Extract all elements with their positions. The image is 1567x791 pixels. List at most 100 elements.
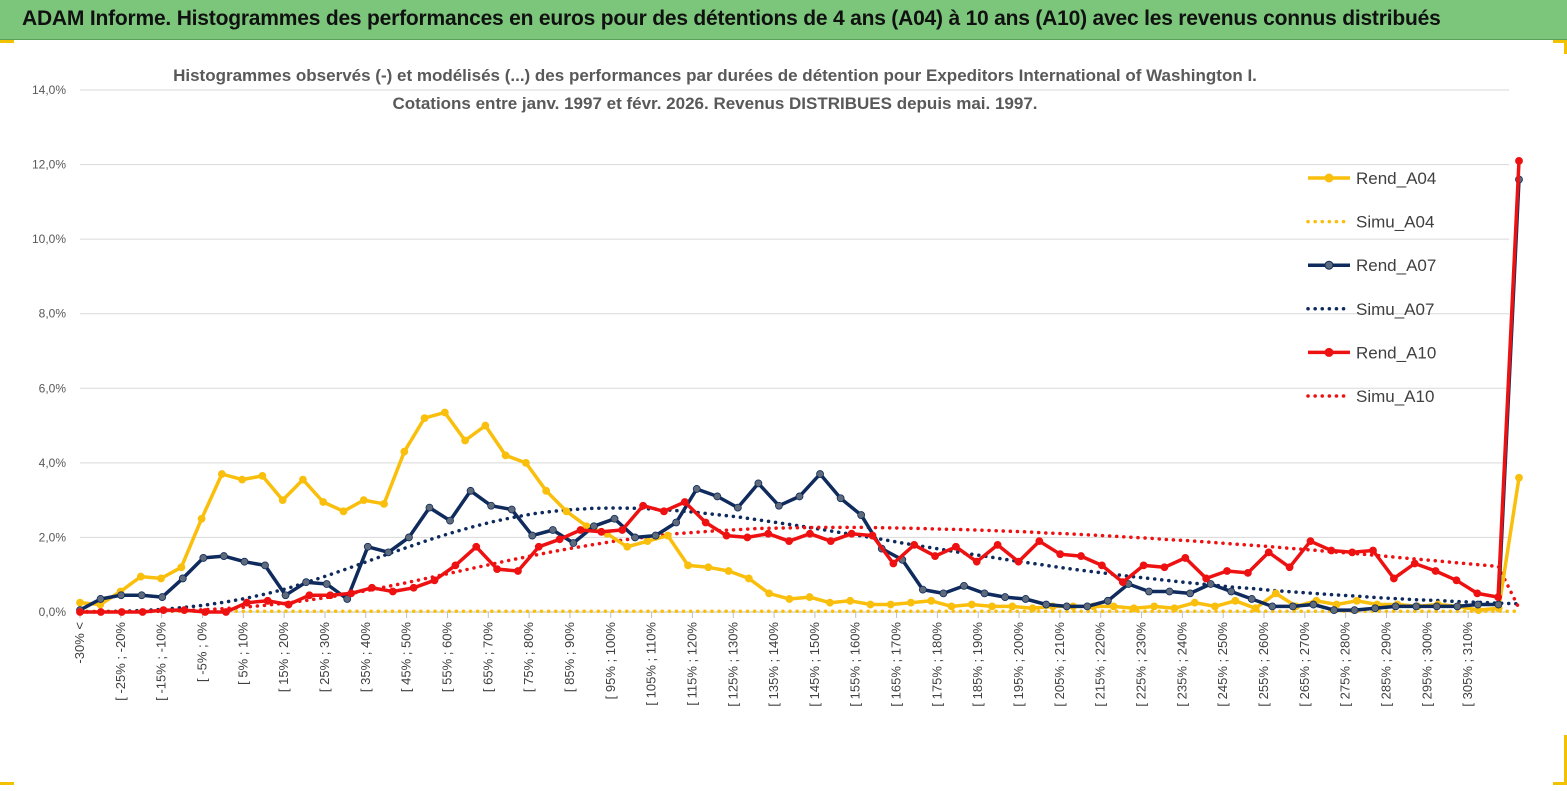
data-point-rend-a04	[359, 496, 368, 505]
data-point-rend-a10	[701, 518, 710, 527]
x-tick-label: [ 105% ; 110%	[644, 622, 659, 706]
data-point-rend-a10	[1515, 156, 1523, 165]
data-point-rend-a07	[137, 591, 146, 600]
data-point-rend-a10	[952, 542, 960, 551]
data-point-rend-a04	[521, 458, 530, 467]
data-point-rend-a10	[284, 600, 293, 609]
data-point-rend-a04	[258, 472, 267, 480]
data-point-rend-a07	[96, 595, 105, 603]
data-point-rend-a04	[744, 574, 753, 583]
legend-label-simu-a10: Simu_A10	[1356, 387, 1434, 406]
data-point-rend-a04	[197, 514, 206, 523]
legend-marker-rend-a10	[1324, 347, 1334, 357]
data-point-rend-a07	[281, 591, 290, 600]
data-point-rend-a04	[238, 475, 247, 484]
data-point-rend-a10	[430, 576, 439, 585]
data-point-rend-a07	[1083, 602, 1092, 611]
frame-corner-right	[1564, 40, 1567, 54]
series-line-rend-a10	[80, 160, 1521, 614]
x-tick-label: [ 145% ; 150%	[807, 622, 822, 707]
data-point-rend-a10	[96, 608, 105, 616]
data-point-rend-a10	[743, 533, 752, 542]
data-point-rend-a04	[319, 498, 328, 506]
data-point-rend-a07	[1145, 587, 1153, 596]
data-point-rend-a04	[217, 470, 226, 478]
data-point-rend-a07	[405, 533, 413, 542]
x-tick-label: [ 225% ; 230%	[1134, 622, 1149, 707]
data-point-rend-a04	[1130, 604, 1138, 613]
chart-subtitle: Cotations entre janv. 1997 et févr. 2026…	[393, 94, 1038, 113]
data-point-rend-a04	[481, 421, 490, 430]
y-tick-label: 4,0%	[39, 456, 67, 470]
data-point-rend-a07	[487, 501, 496, 510]
data-point-rend-a07	[1268, 602, 1277, 611]
data-point-rend-a10	[242, 598, 251, 607]
x-tick-label: [ 255% ; 260%	[1256, 622, 1271, 707]
data-point-rend-a10	[1306, 537, 1315, 546]
data-point-rend-a07	[1247, 595, 1256, 603]
data-point-rend-a04	[988, 602, 996, 611]
x-tick-label: [ 115% ; 120%	[684, 622, 699, 706]
frame-corner-bottom-left	[0, 782, 14, 785]
data-point-rend-a07	[816, 470, 824, 478]
frame-corner-bottom-right	[1553, 782, 1567, 785]
data-point-rend-a07	[363, 542, 372, 551]
data-point-rend-a07	[1453, 602, 1462, 611]
data-point-rend-a10	[138, 608, 147, 616]
x-tick-label: [ 185% ; 190%	[970, 622, 985, 707]
legend-marker-rend-a07	[1324, 260, 1334, 270]
data-point-rend-a10	[868, 531, 877, 540]
x-tick-label: [ 285% ; 290%	[1379, 622, 1394, 707]
data-point-rend-a07	[466, 486, 475, 495]
legend-label-rend-a10: Rend_A10	[1356, 343, 1436, 362]
data-point-rend-a07	[631, 533, 639, 542]
data-point-rend-a10	[305, 591, 314, 600]
data-point-rend-a10	[368, 583, 376, 592]
data-point-rend-a04	[420, 414, 429, 423]
data-point-rend-a07	[692, 485, 701, 493]
data-point-rend-a04	[1008, 602, 1017, 611]
data-point-rend-a10	[159, 606, 168, 615]
data-point-rend-a07	[939, 589, 948, 598]
data-point-rend-a07	[569, 539, 578, 547]
data-point-rend-a07	[446, 516, 454, 525]
data-point-rend-a04	[765, 589, 773, 598]
data-point-rend-a04	[542, 486, 551, 495]
data-point-rend-a04	[1150, 602, 1159, 611]
data-point-rend-a04	[866, 600, 875, 609]
data-point-rend-a04	[663, 531, 672, 540]
report-title: ADAM Informe. Histogrammes des performan…	[22, 7, 1441, 30]
x-tick-label: [ 175% ; 180%	[929, 622, 944, 707]
y-tick-label: 6,0%	[39, 381, 67, 395]
data-point-rend-a10	[493, 565, 502, 574]
data-point-rend-a07	[178, 574, 187, 583]
data-point-rend-a04	[927, 596, 936, 605]
data-point-rend-a10	[1473, 589, 1482, 598]
x-tick-label: [ 205% ; 210%	[1052, 622, 1067, 707]
data-point-rend-a07	[240, 557, 249, 566]
x-tick-label: [ 195% ; 200%	[1011, 622, 1026, 707]
data-point-rend-a10	[660, 507, 668, 516]
data-point-rend-a10	[1369, 546, 1377, 555]
legend-label-simu-a04: Simu_A04	[1356, 213, 1434, 232]
data-point-rend-a07	[1350, 606, 1359, 615]
data-point-rend-a04	[380, 499, 388, 508]
x-tick-label: [ 155% ; 160%	[848, 622, 863, 707]
data-point-rend-a07	[713, 492, 722, 501]
data-point-rend-a07	[1309, 600, 1318, 609]
data-point-rend-a04	[724, 567, 733, 575]
data-point-rend-a10	[910, 540, 919, 549]
legend-label-rend-a04: Rend_A04	[1356, 169, 1436, 188]
data-point-rend-a04	[440, 408, 449, 417]
data-point-rend-a07	[918, 585, 927, 594]
data-point-rend-a10	[534, 542, 543, 551]
data-point-rend-a10	[263, 596, 272, 605]
x-tick-label: [ 165% ; 170%	[889, 622, 904, 707]
data-point-rend-a04	[76, 598, 84, 607]
frame-corner-top-left	[0, 40, 14, 43]
data-point-rend-a07	[158, 593, 167, 601]
y-tick-label: 10,0%	[32, 232, 66, 246]
data-point-rend-a04	[1190, 598, 1199, 607]
data-point-rend-a07	[1288, 602, 1297, 611]
data-point-rend-a10	[972, 557, 981, 566]
